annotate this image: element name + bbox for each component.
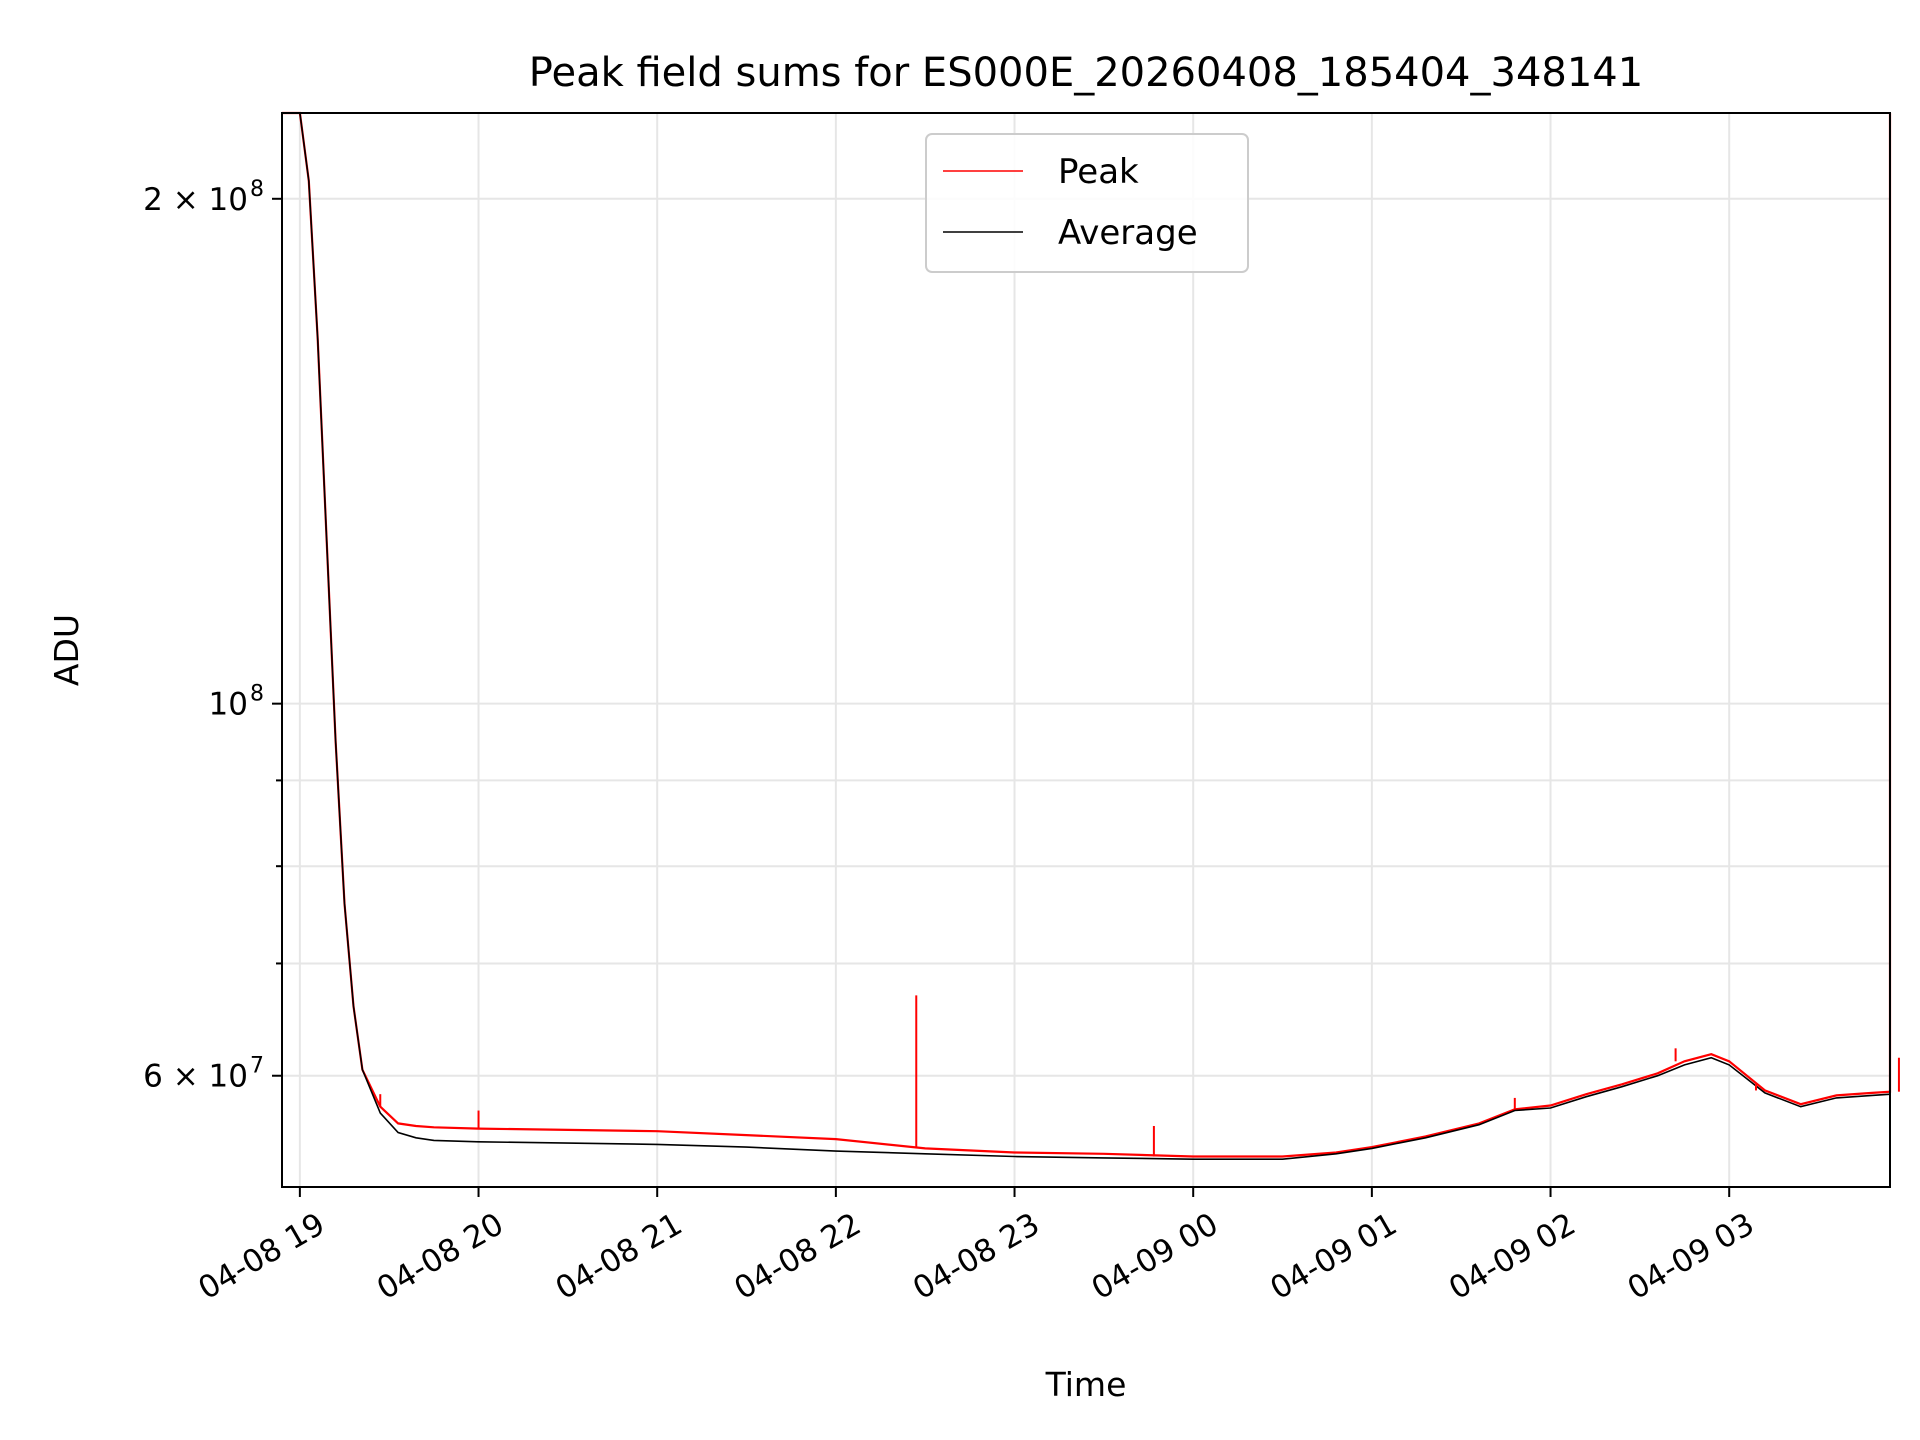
- legend-label-peak: Peak: [1058, 152, 1139, 192]
- legend: Peak Average: [925, 133, 1249, 273]
- legend-box: [925, 133, 1249, 273]
- y-tick-exponent: 7: [250, 1054, 264, 1079]
- legend-label-average: Average: [1058, 213, 1198, 253]
- plot-frame: [281, 112, 1891, 1188]
- x-axis-label: Time: [1045, 1365, 1127, 1404]
- chart-title: Peak field sums for ES000E_20260408_1854…: [529, 50, 1643, 96]
- y-tick-label: 2 × 10: [143, 182, 248, 218]
- y-tick-label: 6 × 10: [143, 1059, 248, 1095]
- y-axis-label: ADU: [47, 614, 86, 686]
- y-tick-exponent: 8: [250, 177, 264, 202]
- y-tick-exponent: 8: [250, 682, 264, 707]
- y-tick-label: 10: [209, 687, 248, 723]
- y-axis: 6 × 10 710 82 × 10 8: [143, 177, 282, 1095]
